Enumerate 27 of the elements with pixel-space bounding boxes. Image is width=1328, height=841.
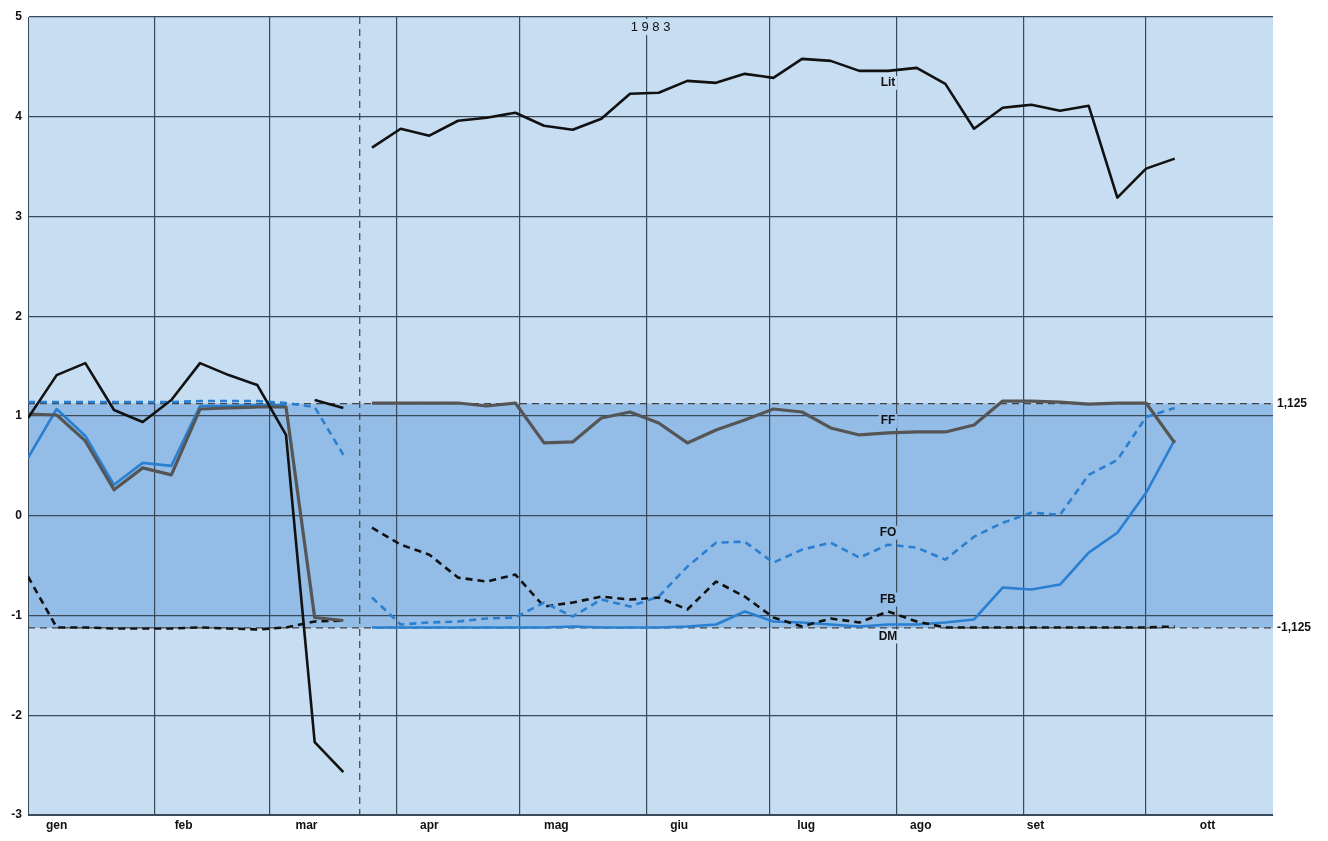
y-tick-label: 1 [15,408,23,423]
x-tick-label: lug [797,817,816,832]
y-tick-label: 2 [15,308,23,323]
ref-line-label: -1,125 [1277,620,1312,635]
chart-title: 1 9 8 3 [630,19,671,35]
x-tick-label: mar [295,817,318,832]
y-tick-label: -2 [11,707,23,722]
y-tick-label: 3 [15,208,23,223]
y-tick-label: 0 [15,508,23,523]
series-label: FB [880,591,897,606]
x-tick-label: gen [46,817,68,832]
y-tick-label: 4 [15,109,23,124]
series-label: Lit [880,75,896,90]
x-tick-label: set [1026,817,1045,832]
series-label: DM [878,628,898,643]
y-tick-label: -1 [11,607,23,622]
x-tick-label: mag [543,817,569,832]
x-tick-label: giu [670,817,689,832]
y-tick-label: -3 [11,807,23,822]
x-tick-label: apr [420,817,440,832]
ref-line-label: 1,125 [1277,395,1308,410]
series-label: FO [879,524,897,539]
x-tick-label: feb [174,817,193,832]
x-tick-label: ott [1199,817,1216,832]
series-label: FF [880,413,896,428]
x-tick-label: ago [910,817,932,832]
y-tick-label: 5 [15,9,23,24]
